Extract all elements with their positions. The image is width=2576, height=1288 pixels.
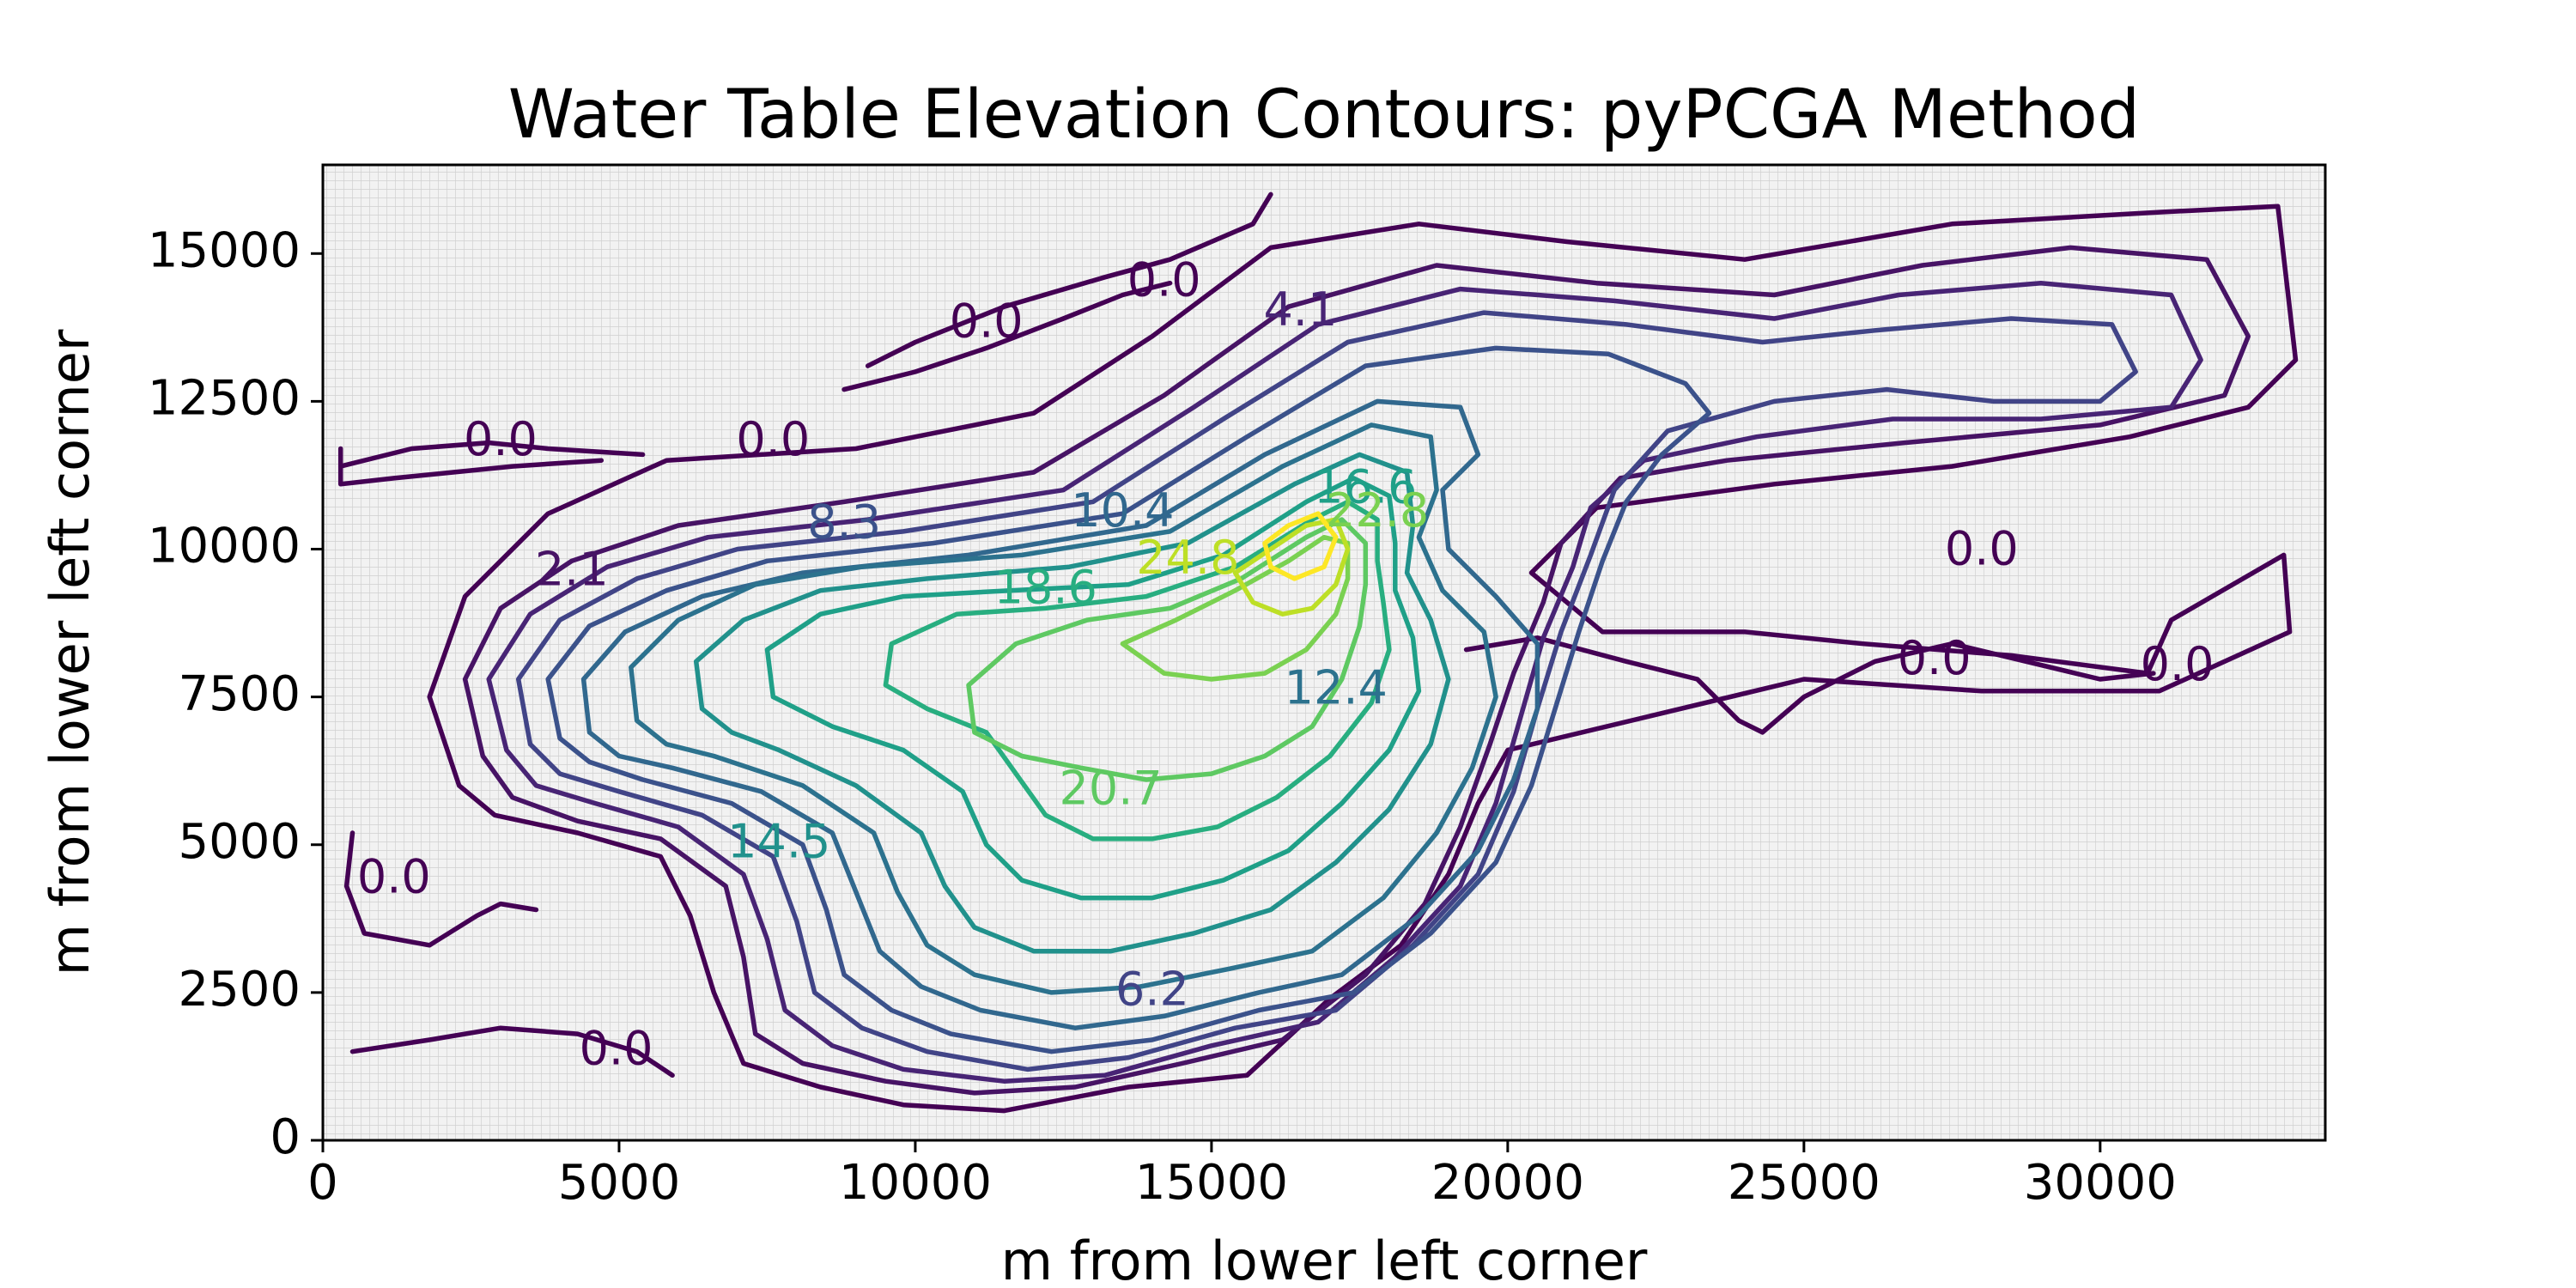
y-tick-label-2: 5000 xyxy=(178,814,301,870)
y-tick-label-6: 15000 xyxy=(148,222,301,278)
contour-line-0-0-3 xyxy=(841,280,1173,392)
contour-line-0-0-1 xyxy=(337,440,646,469)
contour-label-19: 22.8 xyxy=(1326,483,1429,538)
y-axis-label: m from lower left corner xyxy=(39,329,101,975)
chart-title: Water Table Elevation Contours: pyPCGA M… xyxy=(508,76,2140,154)
plot-frame xyxy=(321,163,2327,1142)
contour-line-16-6-15 xyxy=(764,476,1422,901)
x-tick-label-1: 5000 xyxy=(558,1155,681,1211)
y-axis: 0 2500 5000 7500 10000 12500 15000 xyxy=(148,222,323,1165)
contour-line-12-4-13 xyxy=(629,422,1498,995)
contour-line-0-0-2 xyxy=(337,446,605,487)
contour-line-8-3-11 xyxy=(545,345,1712,1054)
contour-label-1: 0.0 xyxy=(736,412,810,466)
x-tick-label-6: 30000 xyxy=(2024,1155,2177,1211)
contour-layer xyxy=(337,191,2299,1114)
contour-label-layer: 0.0 0.0 0.0 0.0 0.0 0.0 0.0 0.0 0.0 2.1 4.1 6.2 8.3 1… xyxy=(357,252,2215,1075)
contour-line-14-5-14 xyxy=(693,452,1451,954)
x-tick-label-4: 20000 xyxy=(1431,1155,1584,1211)
x-axis: 0 5000 10000 15000 20000 25000 30000 xyxy=(307,1140,2177,1211)
contour-line-0-0-5 xyxy=(343,830,539,948)
y-tick-label-0: 0 xyxy=(270,1109,301,1165)
contour-label-0: 0.0 xyxy=(464,412,538,466)
y-tick-label-1: 2500 xyxy=(178,962,301,1018)
contour-label-10: 4.1 xyxy=(1263,283,1337,337)
x-tick-label-5: 25000 xyxy=(1728,1155,1880,1211)
contour-label-13: 10.4 xyxy=(1071,483,1174,538)
contour-label-20: 24.8 xyxy=(1136,531,1239,585)
y-tick-label-3: 7500 xyxy=(178,666,301,722)
contour-label-14: 12.4 xyxy=(1285,660,1388,714)
contour-label-18: 20.7 xyxy=(1060,761,1163,815)
contour-label-12: 8.3 xyxy=(807,495,881,550)
contour-line-6-2-10 xyxy=(515,310,2138,1072)
contour-line-2-1-8 xyxy=(462,245,2251,1096)
contour-label-17: 18.6 xyxy=(994,560,1097,614)
contour-line-26-9-20 xyxy=(1262,511,1339,581)
contour-label-11: 6.2 xyxy=(1115,963,1189,1017)
x-tick-label-3: 15000 xyxy=(1135,1155,1288,1211)
contour-label-15: 14.5 xyxy=(727,814,830,868)
contour-line-20-7-17 xyxy=(966,517,1369,782)
contour-line-10-4-12 xyxy=(580,398,1540,1030)
x-tick-label-2: 10000 xyxy=(839,1155,992,1211)
contour-line-18-6-16 xyxy=(883,499,1392,841)
contour-line-24-8-19 xyxy=(1232,517,1351,617)
contour-label-5: 0.0 xyxy=(1945,522,2019,576)
x-axis-label: m from lower left corner xyxy=(1001,1230,1648,1288)
contour-line-0-0-7 xyxy=(1463,635,2156,735)
contour-label-9: 2.1 xyxy=(535,543,609,597)
contour-label-8: 0.0 xyxy=(1898,631,1971,685)
contour-label-4: 0.0 xyxy=(2141,637,2215,691)
contour-label-16: 16.6 xyxy=(1314,459,1417,513)
contour-label-7: 0.0 xyxy=(580,1021,653,1075)
y-tick-label-5: 12500 xyxy=(148,371,301,427)
contour-line-0-0-6 xyxy=(349,1025,675,1078)
x-tick-label-0: 0 xyxy=(307,1155,338,1211)
contour-line-0-0-4 xyxy=(865,191,1273,368)
contour-line-22-8-18 xyxy=(1120,534,1351,682)
contour-label-6: 0.0 xyxy=(357,850,431,904)
y-tick-label-4: 10000 xyxy=(148,519,301,574)
contour-label-2: 0.0 xyxy=(950,295,1024,349)
contour-label-3: 0.0 xyxy=(1127,252,1201,307)
